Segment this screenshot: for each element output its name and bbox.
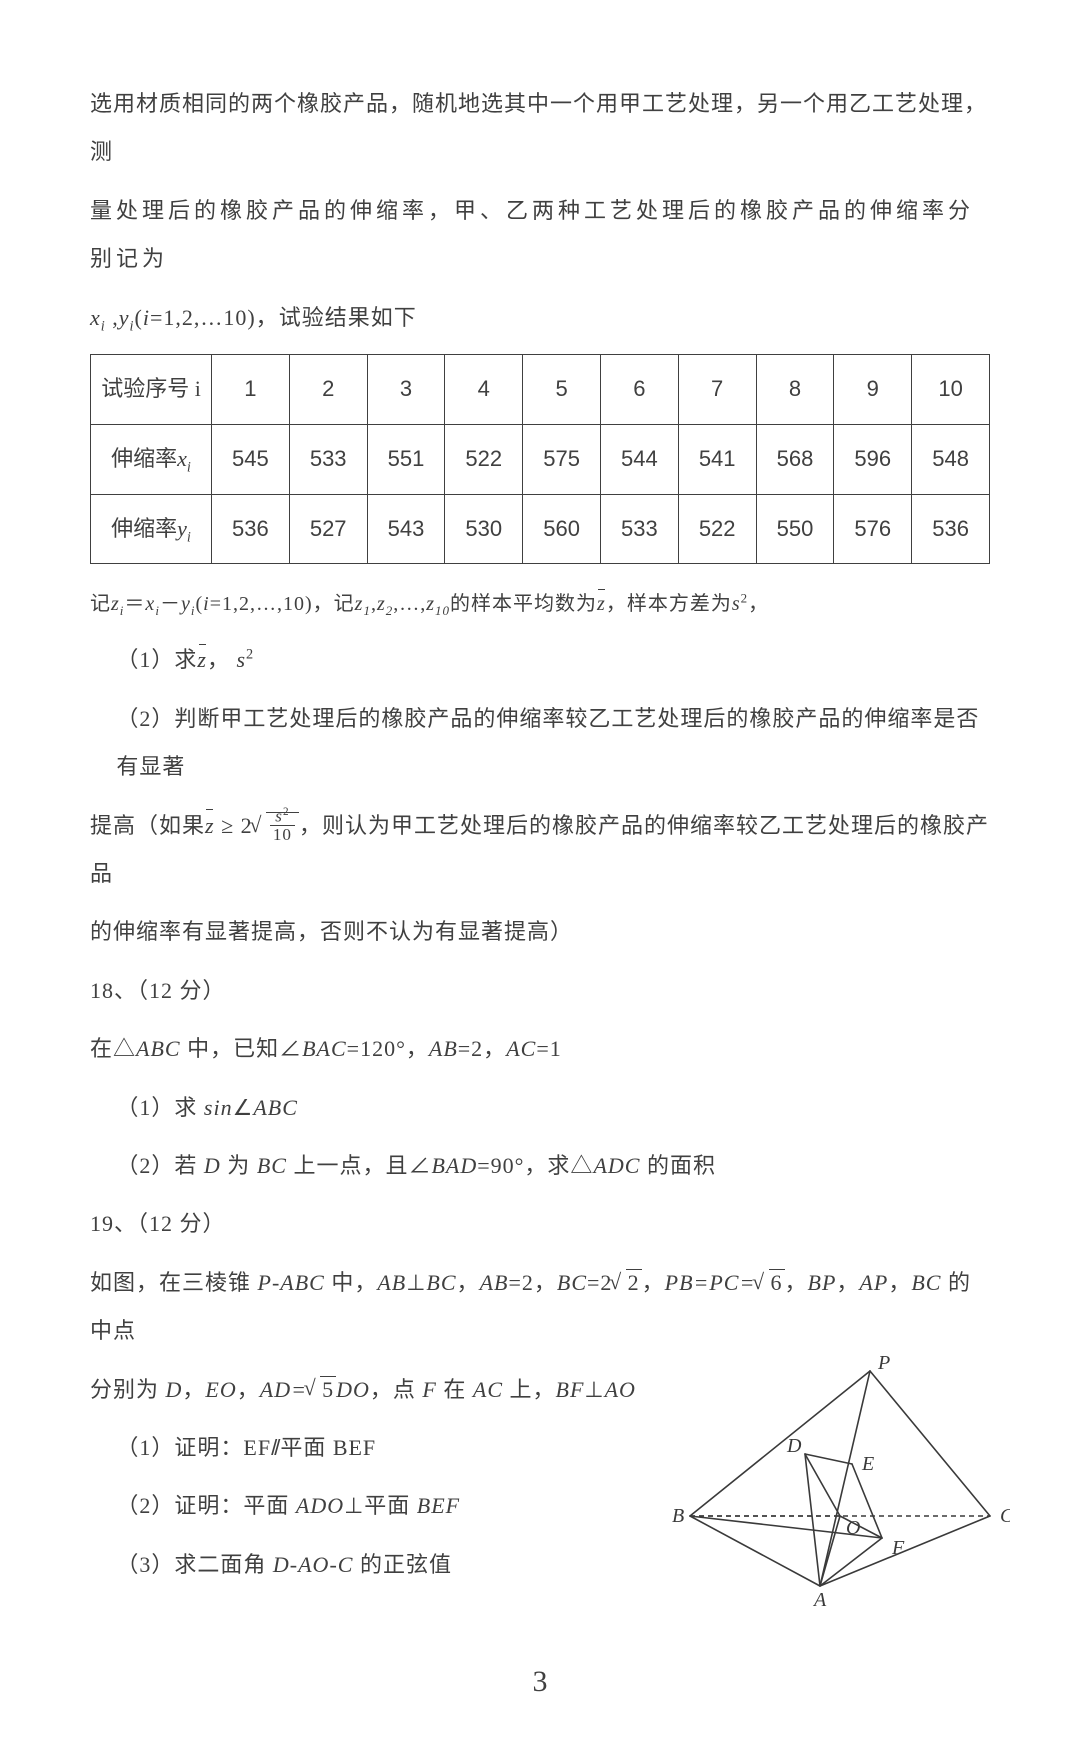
svg-text:F: F — [891, 1537, 905, 1559]
th-4: 4 — [445, 355, 523, 424]
q1-2b: 提高（如果z ≥ 2s210，则认为甲工艺处理后的橡胶产品的伸缩率较乙工艺处理后… — [90, 802, 990, 899]
q1-2c: 的伸缩率有显著提高，否则不认为有显著提高） — [90, 908, 990, 956]
th-6: 6 — [600, 355, 678, 424]
x-6: 544 — [600, 424, 678, 494]
x-4: 522 — [445, 424, 523, 494]
y-7: 522 — [678, 494, 756, 564]
y-4: 530 — [445, 494, 523, 564]
th-10: 10 — [912, 355, 990, 424]
x-10: 548 — [912, 424, 990, 494]
intro-line2: 量处理后的橡胶产品的伸缩率，甲、乙两种工艺处理后的橡胶产品的伸缩率分别记为 — [90, 187, 990, 284]
p18-body: 在△ABC 中，已知∠BAC=120°，AB=2，AC=1 — [90, 1025, 990, 1073]
svg-text:C: C — [1000, 1505, 1010, 1527]
p18-1: （1）求 sin∠ABC — [90, 1084, 990, 1132]
p18-header: 18、（12 分） — [90, 967, 990, 1015]
th-2: 2 — [289, 355, 367, 424]
p19-body1: 如图，在三棱锥 P-ABC 中，AB⊥BC，AB=2，BC=22，PB=PC=6… — [90, 1259, 990, 1356]
th-1: 1 — [212, 355, 290, 424]
x-5: 575 — [523, 424, 601, 494]
y-8: 550 — [756, 494, 834, 564]
page-number: 3 — [90, 1649, 990, 1715]
q1-2a: （2）判断甲工艺处理后的橡胶产品的伸缩率较乙工艺处理后的橡胶产品的伸缩率是否有显… — [90, 695, 990, 792]
table-row-y: 伸缩率yi 536 527 543 530 560 533 522 550 57… — [91, 494, 990, 564]
th-9: 9 — [834, 355, 912, 424]
y-9: 576 — [834, 494, 912, 564]
x-3: 551 — [367, 424, 445, 494]
y-3: 543 — [367, 494, 445, 564]
after-table-line: 记zi＝xi－yi(i=1,2,…,10)，记z1,z2,…,z10的样本平均数… — [90, 582, 990, 626]
p19-header: 19、（12 分） — [90, 1200, 990, 1248]
tetrahedron-figure: PDEBOCFA — [650, 1356, 1010, 1606]
th-7: 7 — [678, 355, 756, 424]
y-6: 533 — [600, 494, 678, 564]
shrink-rate-table: 试验序号 i 1 2 3 4 5 6 7 8 9 10 伸缩率xi 545 53… — [90, 354, 990, 564]
svg-text:E: E — [861, 1453, 874, 1475]
y-1: 536 — [212, 494, 290, 564]
q1-1: （1）求z， s2 — [90, 636, 990, 684]
p18-2: （2）若 D 为 BC 上一点，且∠BAD=90°，求△ADC 的面积 — [90, 1142, 990, 1190]
y-2: 527 — [289, 494, 367, 564]
th-5: 5 — [523, 355, 601, 424]
y-5: 560 — [523, 494, 601, 564]
svg-text:P: P — [877, 1356, 890, 1374]
row-x-label: 伸缩率xi — [91, 424, 212, 494]
intro-line3: xi ,yi(i=1,2,…10)，试验结果如下 — [90, 294, 990, 343]
intro-line1: 选用材质相同的两个橡胶产品，随机地选其中一个用甲工艺处理，另一个用乙工艺处理，测 — [90, 80, 990, 177]
th-3: 3 — [367, 355, 445, 424]
x-1: 545 — [212, 424, 290, 494]
th-8: 8 — [756, 355, 834, 424]
svg-text:A: A — [812, 1589, 827, 1606]
y-10: 536 — [912, 494, 990, 564]
x-7: 541 — [678, 424, 756, 494]
svg-text:D: D — [786, 1435, 802, 1457]
svg-text:B: B — [672, 1505, 684, 1527]
x-9: 596 — [834, 424, 912, 494]
th-0: 试验序号 i — [91, 355, 212, 424]
x-8: 568 — [756, 424, 834, 494]
intro-line3-suffix: 试验结果如下 — [279, 305, 417, 330]
row-y-label: 伸缩率yi — [91, 494, 212, 564]
x-2: 533 — [289, 424, 367, 494]
table-header-row: 试验序号 i 1 2 3 4 5 6 7 8 9 10 — [91, 355, 990, 424]
table-row-x: 伸缩率xi 545 533 551 522 575 544 541 568 59… — [91, 424, 990, 494]
